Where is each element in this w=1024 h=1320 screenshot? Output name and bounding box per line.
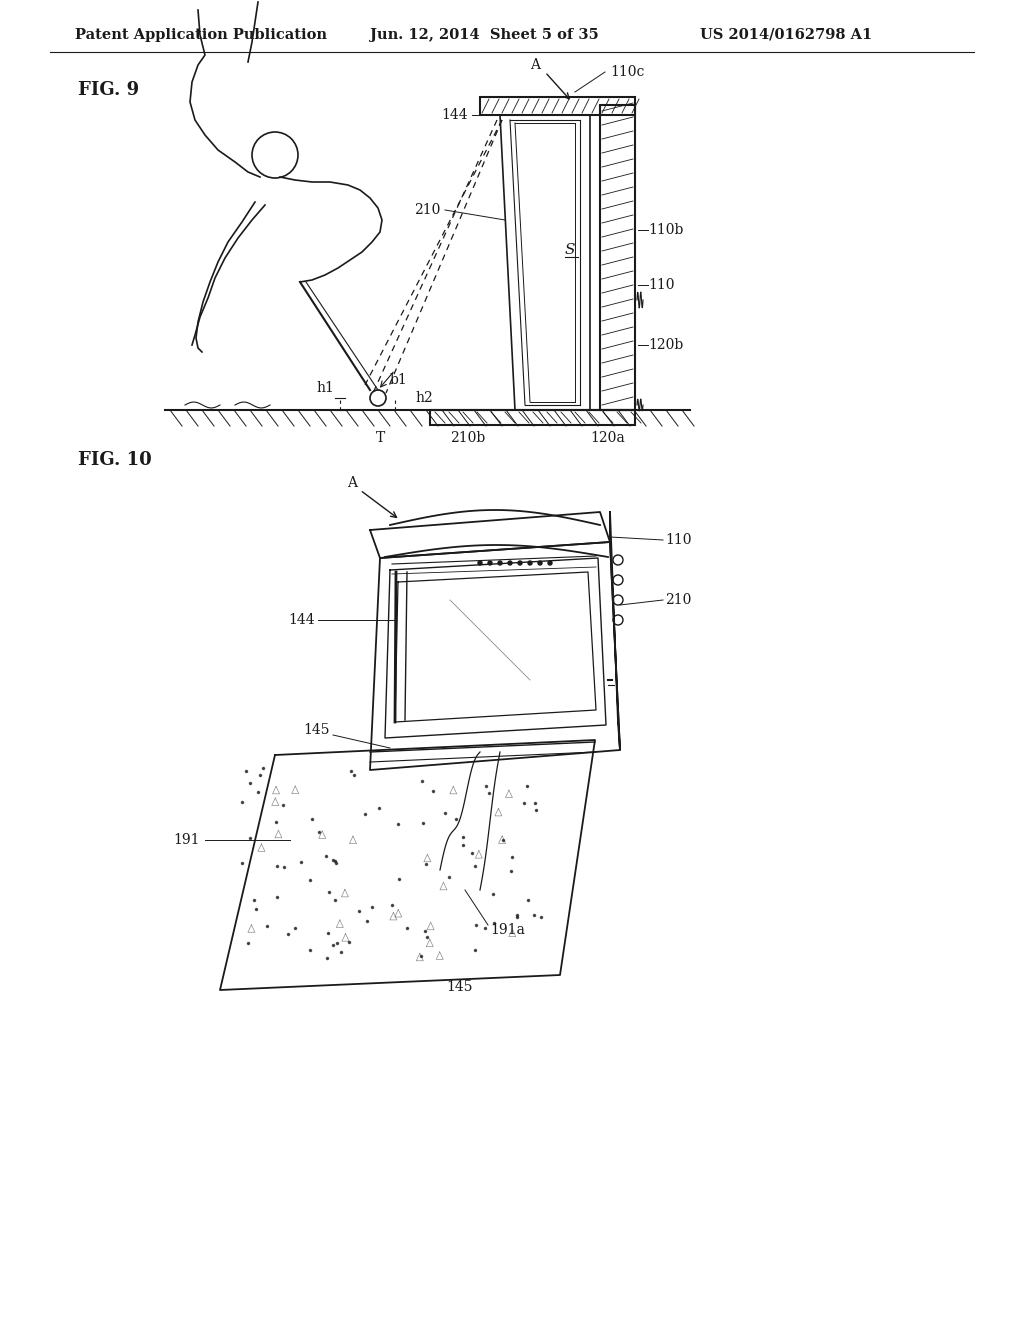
Text: US 2014/0162798 A1: US 2014/0162798 A1 [700, 28, 872, 42]
Text: 191a: 191a [490, 923, 525, 937]
Bar [600, 106, 635, 411]
Text: 110b: 110b [648, 223, 683, 238]
Circle shape [528, 561, 532, 565]
Text: FIG. 10: FIG. 10 [78, 451, 152, 469]
Text: 120a: 120a [590, 432, 625, 445]
Text: Patent Application Publication: Patent Application Publication [75, 28, 327, 42]
Text: b1: b1 [390, 374, 408, 387]
Text: 210: 210 [665, 593, 691, 607]
Text: 120b: 120b [648, 338, 683, 352]
Text: T: T [376, 432, 385, 445]
Circle shape [508, 561, 512, 565]
Text: 144: 144 [289, 612, 315, 627]
Circle shape [518, 561, 522, 565]
Text: Jun. 12, 2014  Sheet 5 of 35: Jun. 12, 2014 Sheet 5 of 35 [370, 28, 599, 42]
Bar [480, 96, 635, 115]
Text: 110: 110 [648, 279, 675, 292]
Circle shape [548, 561, 552, 565]
Text: h2: h2 [415, 391, 433, 405]
Text: 210: 210 [414, 203, 440, 216]
Text: 210b: 210b [450, 432, 485, 445]
Text: h1: h1 [316, 381, 334, 395]
Text: 145: 145 [446, 979, 473, 994]
Circle shape [538, 561, 542, 565]
Text: 191: 191 [173, 833, 200, 847]
Circle shape [478, 561, 482, 565]
Text: A: A [347, 477, 357, 490]
Text: 144: 144 [441, 108, 468, 121]
Circle shape [498, 561, 502, 565]
Bar [430, 411, 635, 425]
Text: 110c: 110c [610, 65, 644, 79]
Text: A: A [530, 58, 540, 73]
Text: S: S [565, 243, 575, 257]
Text: 145: 145 [303, 723, 330, 737]
Text: 110: 110 [665, 533, 691, 546]
Text: FIG. 9: FIG. 9 [78, 81, 139, 99]
Circle shape [488, 561, 492, 565]
